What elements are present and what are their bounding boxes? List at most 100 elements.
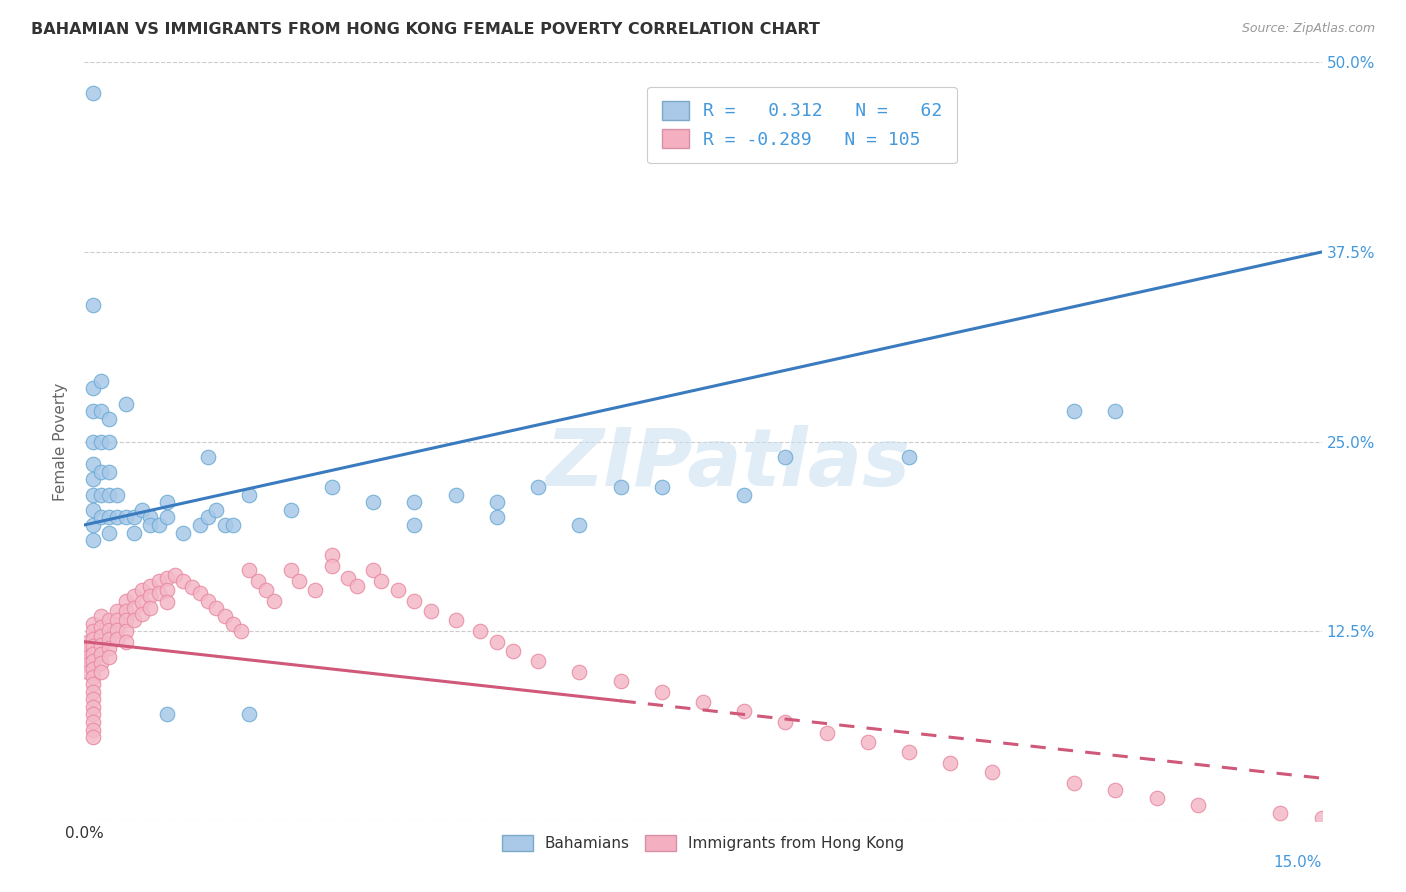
Point bbox=[90, 656, 112, 670]
Point bbox=[419, 604, 441, 618]
Point bbox=[222, 517, 245, 532]
Point bbox=[82, 382, 104, 396]
Point bbox=[105, 614, 128, 628]
Point bbox=[321, 558, 343, 573]
Point bbox=[527, 655, 550, 669]
Point bbox=[470, 624, 492, 639]
Point bbox=[98, 465, 121, 479]
Point bbox=[82, 723, 104, 737]
Text: BAHAMIAN VS IMMIGRANTS FROM HONG KONG FEMALE POVERTY CORRELATION CHART: BAHAMIAN VS IMMIGRANTS FROM HONG KONG FE… bbox=[31, 22, 820, 37]
Point bbox=[172, 574, 194, 588]
Point bbox=[229, 624, 252, 639]
Point bbox=[82, 655, 104, 669]
Point bbox=[98, 649, 121, 664]
Point bbox=[246, 574, 269, 588]
Point bbox=[238, 487, 260, 501]
Point bbox=[82, 707, 104, 722]
Point bbox=[321, 480, 343, 494]
Point bbox=[197, 594, 219, 608]
Point bbox=[105, 487, 128, 501]
Point bbox=[485, 495, 508, 509]
Point bbox=[98, 412, 121, 426]
Point bbox=[82, 662, 104, 676]
Point bbox=[82, 86, 104, 100]
Point bbox=[77, 634, 100, 648]
Point bbox=[139, 510, 162, 524]
Point bbox=[82, 685, 104, 699]
Point bbox=[139, 517, 162, 532]
Point bbox=[214, 517, 236, 532]
Point bbox=[82, 487, 104, 501]
Point bbox=[815, 725, 838, 739]
Point bbox=[122, 589, 145, 603]
Point bbox=[98, 614, 121, 628]
Point bbox=[82, 533, 104, 548]
Point bbox=[114, 510, 136, 524]
Point bbox=[263, 594, 285, 608]
Point bbox=[82, 298, 104, 312]
Point bbox=[98, 434, 121, 449]
Point bbox=[122, 525, 145, 540]
Point bbox=[105, 604, 128, 618]
Point bbox=[222, 616, 245, 631]
Point bbox=[114, 594, 136, 608]
Point bbox=[444, 487, 467, 501]
Point bbox=[148, 586, 170, 600]
Point bbox=[188, 586, 211, 600]
Point bbox=[1104, 783, 1126, 797]
Point bbox=[90, 374, 112, 388]
Point bbox=[156, 595, 179, 609]
Point bbox=[370, 574, 392, 588]
Point bbox=[404, 495, 426, 509]
Text: ZIPatlas: ZIPatlas bbox=[546, 425, 910, 503]
Point bbox=[90, 465, 112, 479]
Point bbox=[214, 608, 236, 623]
Point bbox=[82, 669, 104, 683]
Point bbox=[82, 692, 104, 706]
Point bbox=[131, 595, 153, 609]
Point bbox=[238, 564, 260, 578]
Point bbox=[90, 608, 112, 623]
Point bbox=[188, 517, 211, 532]
Point bbox=[131, 583, 153, 598]
Point bbox=[98, 487, 121, 501]
Point bbox=[898, 450, 921, 464]
Point bbox=[90, 434, 112, 449]
Point bbox=[82, 677, 104, 691]
Point bbox=[692, 695, 714, 709]
Point bbox=[337, 571, 360, 585]
Point bbox=[122, 614, 145, 628]
Point bbox=[82, 624, 104, 639]
Point bbox=[105, 623, 128, 637]
Point bbox=[156, 707, 179, 722]
Point bbox=[114, 634, 136, 648]
Y-axis label: Female Poverty: Female Poverty bbox=[53, 383, 69, 500]
Point bbox=[90, 647, 112, 661]
Point bbox=[254, 583, 277, 598]
Text: 15.0%: 15.0% bbox=[1274, 855, 1322, 870]
Point bbox=[98, 510, 121, 524]
Point bbox=[82, 517, 104, 532]
Point bbox=[502, 644, 524, 658]
Point bbox=[733, 487, 755, 501]
Point bbox=[156, 583, 179, 598]
Point bbox=[165, 568, 187, 582]
Point bbox=[139, 589, 162, 603]
Point bbox=[90, 404, 112, 418]
Point bbox=[1393, 812, 1406, 826]
Point bbox=[82, 730, 104, 744]
Point bbox=[361, 564, 384, 578]
Point bbox=[114, 614, 136, 628]
Point bbox=[775, 715, 797, 730]
Point bbox=[775, 450, 797, 464]
Point bbox=[527, 480, 550, 494]
Point bbox=[82, 473, 104, 487]
Point bbox=[1270, 806, 1292, 821]
Point bbox=[82, 699, 104, 714]
Point bbox=[82, 647, 104, 661]
Legend: Bahamians, Immigrants from Hong Kong: Bahamians, Immigrants from Hong Kong bbox=[495, 827, 911, 858]
Point bbox=[321, 548, 343, 563]
Point bbox=[1310, 811, 1333, 825]
Point bbox=[90, 665, 112, 679]
Point bbox=[105, 632, 128, 646]
